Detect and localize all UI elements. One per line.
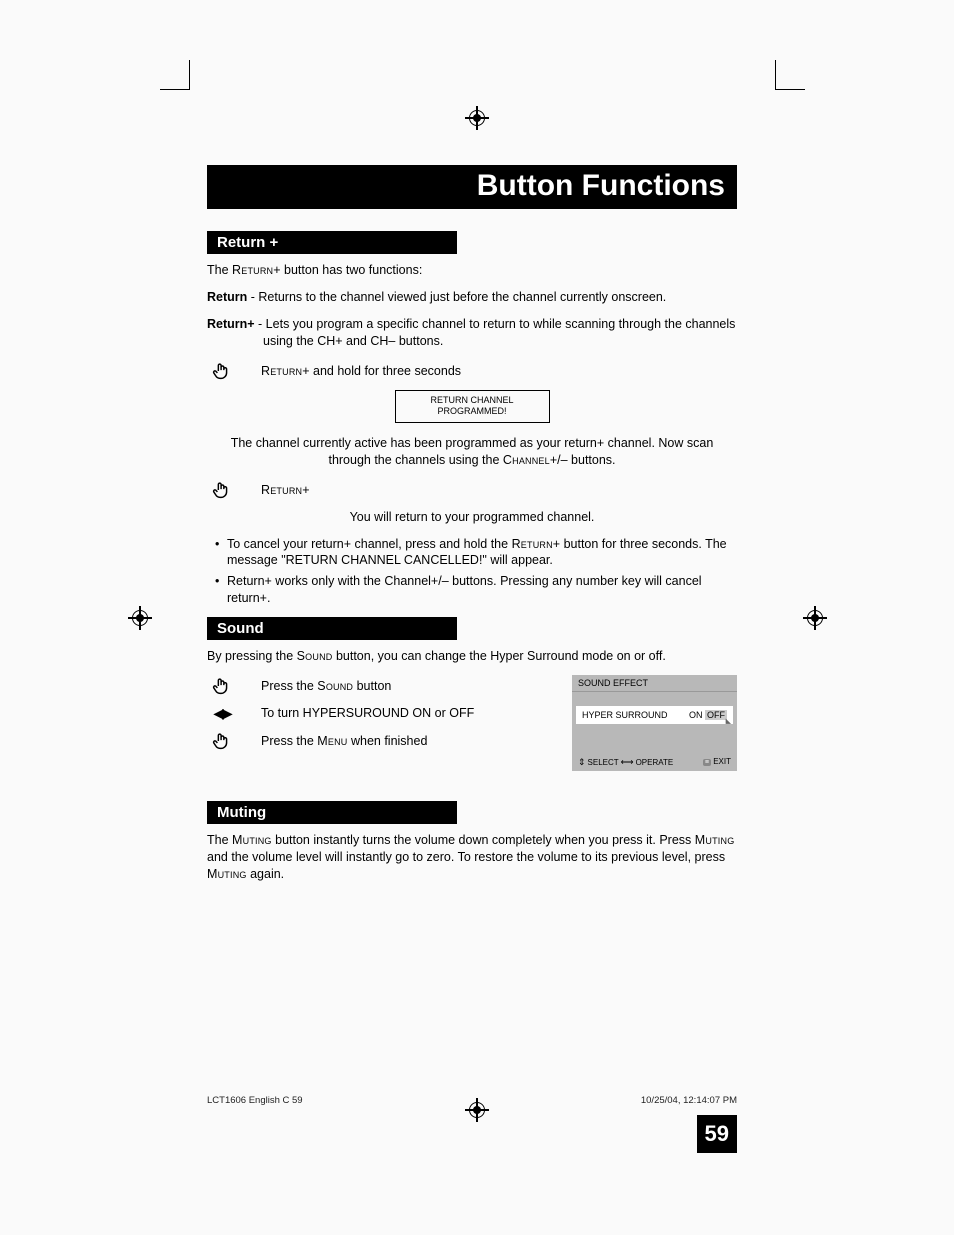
key-label: Sound bbox=[317, 679, 353, 693]
page-number: 59 bbox=[697, 1115, 737, 1153]
muting-body: The Muting button instantly turns the vo… bbox=[207, 832, 737, 883]
text: +/– buttons. bbox=[550, 453, 616, 467]
section-header-return: Return + bbox=[207, 231, 457, 254]
text: By pressing the bbox=[207, 649, 297, 663]
crop-mark bbox=[775, 60, 805, 90]
text: Press the bbox=[261, 679, 317, 693]
key-label: Channel bbox=[503, 453, 550, 467]
text: button instantly turns the volume down c… bbox=[272, 833, 695, 847]
text: and the volume level will instantly go t… bbox=[207, 850, 725, 864]
text: To cancel your return+ channel, press an… bbox=[227, 537, 512, 551]
registration-mark bbox=[130, 608, 150, 628]
step-text: Press the Menu when finished bbox=[261, 734, 427, 748]
updown-icon bbox=[578, 757, 586, 768]
bold-label: Return+ bbox=[207, 317, 255, 331]
left-right-arrows-icon: ◀▶ bbox=[207, 705, 237, 722]
step-row: Press the Menu when finished bbox=[207, 730, 552, 752]
osd-row-label: HYPER SURROUND bbox=[582, 710, 668, 720]
osd-row-value: ON OFF bbox=[689, 710, 727, 720]
text: OPERATE bbox=[636, 758, 674, 767]
osd-panel: SOUND EFFECT HYPER SURROUND ON OFF ◣ SEL… bbox=[572, 675, 737, 771]
osd-line: RETURN CHANNEL bbox=[402, 395, 543, 407]
step-row: Return+ bbox=[207, 479, 737, 501]
step-text: Return+ and hold for three seconds bbox=[261, 364, 461, 378]
page-title: Button Functions bbox=[207, 165, 737, 209]
text: - Lets you program a specific channel to… bbox=[255, 317, 736, 348]
cursor-icon: ◣ bbox=[726, 717, 731, 725]
text: + button has two functions: bbox=[273, 263, 422, 277]
text: - Returns to the channel viewed just bef… bbox=[247, 290, 666, 304]
text: when finished bbox=[348, 734, 428, 748]
step-row: ◀▶ To turn HYPERSUROUND ON or OFF bbox=[207, 705, 552, 722]
key-label: Return bbox=[261, 483, 302, 497]
key-label: Muting bbox=[695, 833, 735, 847]
print-footer: LCT1606 English C 59 10/25/04, 12:14:07 … bbox=[207, 1095, 737, 1106]
list-item: To cancel your return+ channel, press an… bbox=[215, 536, 737, 570]
osd-row: HYPER SURROUND ON OFF ◣ bbox=[576, 706, 733, 724]
text: button bbox=[353, 679, 391, 693]
footer-right: 10/25/04, 12:14:07 PM bbox=[641, 1095, 737, 1106]
text: The bbox=[207, 263, 232, 277]
text: + bbox=[302, 483, 309, 497]
text: EXIT bbox=[713, 757, 731, 766]
osd-line: PROGRAMMED! bbox=[402, 406, 543, 418]
return-desc-1: Return - Returns to the channel viewed j… bbox=[207, 289, 737, 306]
section-header-sound: Sound bbox=[207, 617, 457, 640]
text: The bbox=[207, 833, 232, 847]
footer-left: LCT1606 English C 59 bbox=[207, 1095, 303, 1106]
press-icon bbox=[207, 730, 237, 752]
text: SELECT bbox=[588, 758, 619, 767]
leftright-icon bbox=[621, 757, 634, 768]
bold-label: Return bbox=[207, 290, 247, 304]
step-text: Return+ bbox=[261, 483, 310, 497]
registration-mark bbox=[467, 108, 487, 128]
text: button, you can change the Hyper Surroun… bbox=[332, 649, 665, 663]
return-intro: The Return+ button has two functions: bbox=[207, 262, 737, 279]
text: The channel currently active has been pr… bbox=[231, 436, 714, 467]
sound-body: Press the Sound button ◀▶ To turn HYPERS… bbox=[207, 675, 737, 771]
step-text: To turn HYPERSUROUND ON or OFF bbox=[261, 706, 474, 720]
section-header-muting: Muting bbox=[207, 801, 457, 824]
return-desc-2: Return+ - Lets you program a specific ch… bbox=[207, 316, 737, 350]
crop-mark bbox=[160, 60, 190, 90]
text: + and hold for three seconds bbox=[302, 364, 461, 378]
key-label: Menu bbox=[317, 734, 347, 748]
return-mid: The channel currently active has been pr… bbox=[207, 435, 737, 469]
step-text: Press the Sound button bbox=[261, 679, 391, 693]
osd-title: SOUND EFFECT bbox=[572, 675, 737, 692]
osd-footer: SELECT OPERATE ≡ EXIT bbox=[572, 754, 737, 771]
sound-intro: By pressing the Sound button, you can ch… bbox=[207, 648, 737, 665]
text: OFF bbox=[705, 710, 727, 720]
osd-message-box: RETURN CHANNEL PROGRAMMED! bbox=[395, 390, 550, 423]
registration-mark bbox=[805, 608, 825, 628]
key-label: Return bbox=[512, 537, 553, 551]
key-label: Return bbox=[261, 364, 302, 378]
press-icon bbox=[207, 675, 237, 697]
press-icon bbox=[207, 479, 237, 501]
key-label: Return bbox=[232, 263, 273, 277]
step-row: Press the Sound button bbox=[207, 675, 552, 697]
key-label: Sound bbox=[297, 649, 333, 663]
step-row: Return+ and hold for three seconds bbox=[207, 360, 737, 382]
text: Press the bbox=[261, 734, 317, 748]
list-item: Return+ works only with the Channel+/– b… bbox=[215, 573, 737, 607]
text: ON bbox=[689, 710, 703, 720]
key-label: Muting bbox=[232, 833, 272, 847]
page-content: Button Functions Return + The Return+ bu… bbox=[207, 165, 737, 893]
return-result: You will return to your programmed chann… bbox=[207, 509, 737, 526]
return-notes: To cancel your return+ channel, press an… bbox=[207, 536, 737, 608]
menu-key-icon: ≡ bbox=[703, 759, 711, 766]
text: again. bbox=[247, 867, 285, 881]
press-icon bbox=[207, 360, 237, 382]
key-label: Muting bbox=[207, 867, 247, 881]
